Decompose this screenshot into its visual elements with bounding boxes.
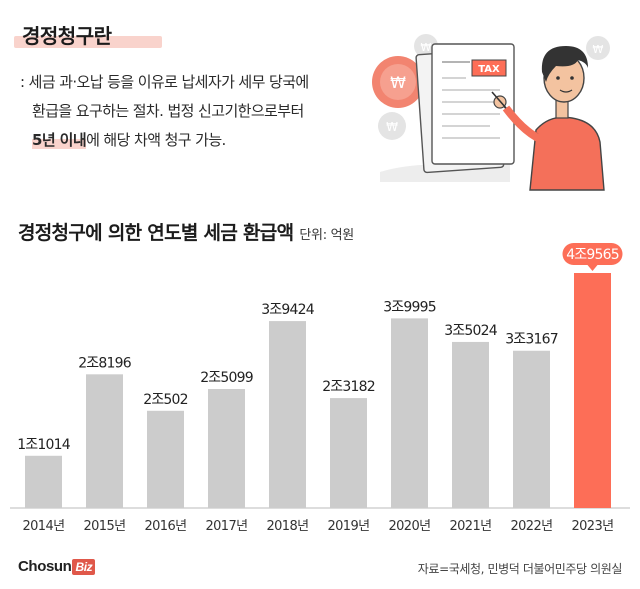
x-tick-2023년: 2023년 — [571, 519, 613, 534]
bar-2014년 — [25, 455, 62, 508]
chart-title: 경정청구에 의한 연도별 세금 환급액 단위: 억원 — [18, 218, 354, 245]
definition-line-3: 5년 이내에 해당 차액 청구 가능. — [20, 126, 380, 155]
logo-biz: Biz — [72, 559, 96, 575]
bar-2020년 — [391, 318, 428, 508]
bar-2019년 — [330, 398, 367, 508]
definition-line-3-rest: 에 해당 차액 청구 가능. — [86, 131, 226, 149]
bar-2022년 — [513, 350, 550, 508]
value-label-2023년: 4조9565 — [566, 247, 619, 263]
bar-2015년 — [86, 374, 123, 508]
x-tick-2014년: 2014년 — [22, 519, 64, 534]
svg-text:₩: ₩ — [386, 120, 398, 134]
definition-title: 경정청구란 — [22, 24, 112, 48]
highlight-value-bubble — [562, 243, 623, 265]
definition-line-2: 환급을 요구하는 절차. 법정 신고기한으로부터 — [32, 102, 304, 120]
refund-bar-chart: 1조1014 2014년 2조8196 2015년 2조502 2016년 2조5099 20… — [10, 243, 630, 534]
chart-unit: 단위: 억원 — [299, 228, 354, 243]
value-label-2022년: 3조3167 — [505, 332, 558, 348]
value-label-2018년: 3조9424 — [261, 302, 315, 318]
svg-text:₩: ₩ — [390, 73, 406, 92]
x-tick-2017년: 2017년 — [205, 519, 247, 534]
title-underline — [14, 36, 162, 48]
bar-2016년 — [147, 410, 184, 508]
x-tick-2020년: 2020년 — [388, 519, 430, 534]
source-note: 자료=국세청, 민병덕 더불어민주당 의원실 — [417, 562, 623, 576]
won-coin-icon: ₩ — [372, 56, 424, 108]
bar-2021년 — [452, 341, 489, 508]
value-label-2019년: 2조3182 — [322, 379, 375, 395]
svg-text:₩: ₩ — [421, 41, 432, 54]
value-label-2014년: 1조1014 — [17, 437, 71, 453]
chart-title-text: 경정청구에 의한 연도별 세금 환급액 — [18, 222, 294, 244]
definition-line-1: : 세금 과·오납 등을 이유로 납세자가 세무 당국에 — [20, 73, 309, 91]
value-label-2020년: 3조9995 — [383, 299, 436, 315]
x-tick-2016년: 2016년 — [144, 519, 186, 534]
value-label-2015년: 2조8196 — [78, 355, 132, 371]
x-tick-2015년: 2015년 — [83, 519, 125, 534]
x-tick-2018년: 2018년 — [266, 519, 308, 534]
chosunbiz-logo: Chosun Biz — [18, 558, 96, 575]
svg-text:₩: ₩ — [593, 43, 604, 56]
logo-chosun: Chosun — [18, 558, 72, 575]
value-label-2016년: 2조502 — [143, 392, 188, 408]
bar-2018년 — [269, 321, 306, 508]
taxpayer-with-tax-document-icon: ₩ ₩ ₩ ₩ TAX — [372, 34, 610, 191]
x-tick-2019년: 2019년 — [327, 519, 369, 534]
definition-text: : 세금 과·오납 등을 이유로 납세자가 세무 당국에 환급을 요구하는 절차… — [20, 68, 380, 155]
value-label-2021년: 3조5024 — [444, 323, 498, 339]
value-label-2017년: 2조5099 — [200, 370, 253, 386]
x-tick-2021년: 2021년 — [449, 519, 491, 534]
svg-text:TAX: TAX — [478, 64, 500, 75]
x-tick-2022년: 2022년 — [510, 519, 552, 534]
highlight-bubble-pointer — [587, 265, 598, 271]
bar-2017년 — [208, 388, 245, 508]
highlight-five-years: 5년 이내 — [32, 131, 87, 149]
bar-2023년 — [574, 273, 611, 508]
tax-stamp-label: TAX — [471, 59, 507, 77]
